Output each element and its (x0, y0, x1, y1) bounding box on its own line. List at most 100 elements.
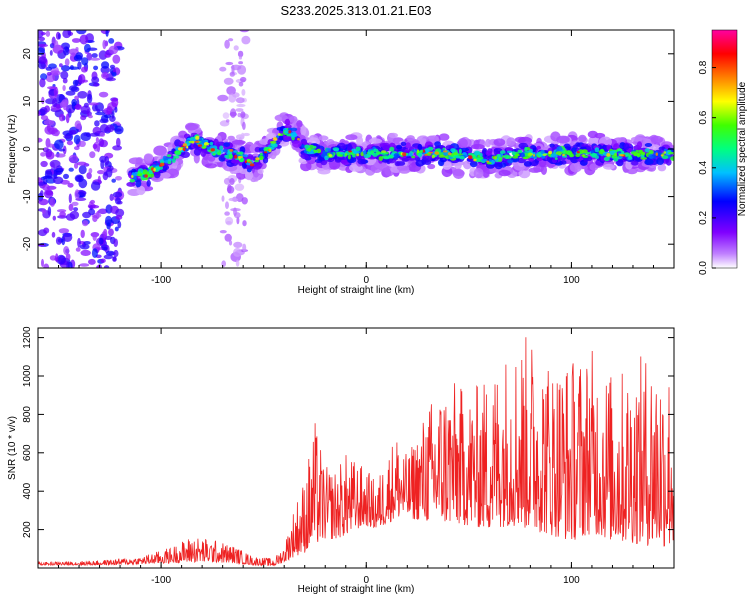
snr-panel: -100 0 100 200 400 600 800 1000 1200 Height of s… (7, 326, 675, 595)
noise-blob (49, 50, 53, 56)
ridge-blob (562, 153, 565, 157)
ridge-blob (236, 152, 243, 155)
ridge-blob (333, 148, 339, 152)
noise-blob (41, 96, 45, 105)
ridge-blob (554, 157, 558, 160)
ridge-blob (254, 159, 259, 163)
noise-blob (68, 154, 79, 164)
ridge-blob (438, 154, 446, 158)
spectrogram-ylabel: Frequency (Hz) (7, 115, 18, 184)
ridge-blob (288, 130, 292, 134)
noise-blob (99, 118, 109, 124)
noise-blob (94, 120, 100, 127)
noise-blob (79, 263, 90, 267)
noise-blob (45, 66, 52, 71)
ridge-blob (447, 152, 452, 156)
ridge-blob (457, 138, 468, 149)
ridge-blob (434, 151, 440, 155)
noise-blob (68, 193, 72, 204)
ridge-blob (518, 168, 531, 179)
ridge-blob (368, 138, 383, 144)
noise-blob (67, 182, 74, 188)
noise-blob (71, 98, 77, 107)
noise-blob (60, 70, 69, 80)
ridge-blob (197, 144, 203, 147)
colorbar-tick-label: 0.4 (698, 160, 709, 174)
noise-blob (228, 38, 234, 42)
ridge-blob (394, 161, 401, 167)
noise-blob (80, 115, 87, 121)
noise-blob (227, 183, 232, 194)
noise-blob (226, 86, 236, 96)
noise-blob (49, 197, 56, 207)
noise-blob (45, 73, 56, 83)
ridge-blob (301, 144, 305, 148)
colorbar-tick-label: 0.8 (698, 60, 709, 74)
ridge-blob (290, 127, 298, 132)
noise-blob (61, 65, 70, 72)
ridge-blob (569, 153, 575, 158)
noise-blob (105, 124, 115, 133)
noise-blob (59, 63, 63, 68)
ridge-blob (617, 151, 622, 154)
noise-blob (96, 108, 100, 113)
snr-ytick-label: 600 (22, 444, 33, 461)
ridge-blob (175, 150, 182, 155)
ridge-blob (129, 178, 135, 183)
noise-blob (98, 50, 108, 60)
ridge-blob (135, 179, 142, 188)
noise-blob (55, 236, 62, 245)
ridge-blob (406, 135, 415, 142)
ridge-blob (397, 165, 410, 171)
ridge-blob (427, 163, 436, 170)
ridge-blob (396, 144, 403, 150)
ridge-blob (619, 154, 624, 157)
ridge-blob (195, 135, 200, 140)
noise-blob (49, 176, 58, 180)
ridge-blob (286, 133, 292, 137)
noise-blob (99, 132, 106, 137)
noise-blob (115, 197, 121, 205)
noise-blob (45, 151, 55, 160)
ridge-blob (540, 165, 548, 175)
ridge-blob (198, 149, 208, 153)
noise-blob (108, 45, 119, 55)
noise-blob (225, 61, 234, 66)
ridge-blob (488, 158, 492, 162)
noise-blob (217, 94, 229, 102)
noise-blob (79, 34, 89, 45)
noise-blob (242, 243, 247, 252)
noise-blob (58, 148, 66, 152)
ridge-blob (143, 153, 153, 164)
ridge-blob (431, 154, 435, 159)
noise-blob (73, 134, 81, 145)
ridge-blob (233, 150, 238, 153)
noise-blob (43, 119, 55, 126)
ridge-blob (318, 135, 329, 141)
ridge-blob (556, 146, 563, 151)
ridge-blob (171, 158, 176, 163)
ridge-blob (486, 160, 490, 163)
noise-blob (105, 215, 112, 226)
noise-blob (79, 244, 90, 250)
ridge-blob (142, 169, 148, 175)
noise-blob (103, 228, 108, 238)
ridge-blob (283, 136, 293, 141)
noise-blob (238, 55, 242, 60)
noise-blob (115, 176, 122, 181)
noise-blob (113, 238, 118, 247)
ridge-blob (560, 160, 567, 165)
ridge-blob (339, 153, 343, 157)
noise-blob (39, 107, 48, 115)
figure-title: S233.2025.313.01.21.E03 (280, 3, 431, 18)
ridge-blob (212, 152, 216, 156)
noise-blob (109, 64, 116, 69)
noise-blob (88, 168, 93, 174)
ridge-blob (494, 162, 503, 170)
noise-blob (241, 89, 246, 96)
noise-blob (89, 132, 100, 137)
noise-blob (38, 47, 45, 56)
noise-blob (89, 151, 96, 159)
ridge-blob (242, 154, 249, 158)
